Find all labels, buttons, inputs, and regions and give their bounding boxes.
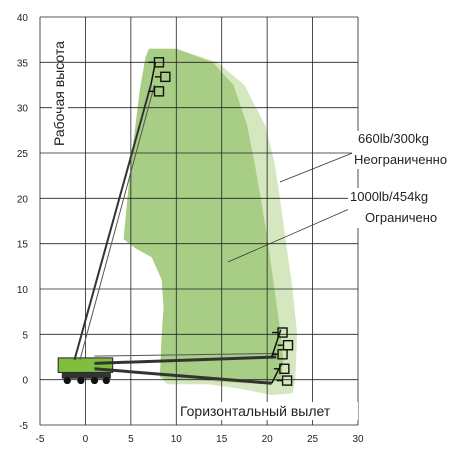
boom-vertical-inner [79,84,155,360]
top-basket-1 [148,57,165,68]
mid-basket-1 [272,327,288,338]
x-axis-label: Горизонтальный вылет [180,403,331,419]
x-tick-label: 15 [216,434,228,445]
y-tick-label: 20 [17,194,29,205]
y-tick-label: 35 [17,58,29,69]
y-tick-labels: -5 0 5 10 15 20 25 30 35 40 [17,13,29,432]
wheel [63,376,71,385]
x-tick-label: 0 [83,434,89,445]
y-tick-label: 30 [17,104,29,115]
low-basket-2 [276,375,293,386]
wheel [77,376,85,385]
y-tick-label: 0 [22,376,28,387]
x-tick-label: -5 [36,434,45,445]
annotation-1000-backdrop [348,188,444,228]
x-tick-label: 10 [171,434,183,445]
x-tick-label: 20 [262,434,274,445]
wheel [102,376,110,385]
annotation-660-backdrop [352,131,448,169]
top-jib [150,62,157,86]
mid-jib [270,329,282,358]
y-tick-label: 15 [17,240,29,251]
boom-lift-machine-illustration [57,57,294,386]
boom-vertical [73,84,152,360]
annotation-660lb-capacity: 660lb/300kg [358,131,429,146]
annotation-660lb-range: Неограниченно [354,152,447,167]
top-basket-3 [148,86,165,97]
boom-horizontal-rod [94,352,277,357]
annotation-1000lb-range: Ограничено [365,210,437,225]
annotation-leaders [227,149,361,263]
y-tick-label: -5 [19,421,28,432]
y-tick-label: 25 [17,149,29,160]
y-tick-label: 10 [17,285,29,296]
xlabel-backdrop [178,402,358,420]
x-tick-label: 25 [307,434,319,445]
boom-horizontal [94,355,277,365]
y-axis-label: Рабочая высота [51,41,67,146]
chassis-base [61,372,111,379]
y-tick-label: 5 [22,330,28,341]
envelope-zones [123,48,298,396]
low-jib [271,363,283,384]
mid-basket-2 [277,339,294,351]
boom-low [94,367,272,385]
leader-1000lb [227,205,357,263]
top-basket-2 [154,71,171,83]
x-tick-label: 5 [128,434,134,445]
y-tick-label: 40 [17,13,29,24]
ylabel-backdrop [52,86,68,148]
wheel [90,376,99,385]
zone-1000lb-restricted [123,48,284,385]
x-tick-labels: -5 0 5 10 15 20 25 30 [36,434,364,445]
annotation-1000lb-capacity: 1000lb/454kg [350,189,428,204]
x-tick-label: 30 [352,434,364,445]
leader-660lb [279,149,361,183]
